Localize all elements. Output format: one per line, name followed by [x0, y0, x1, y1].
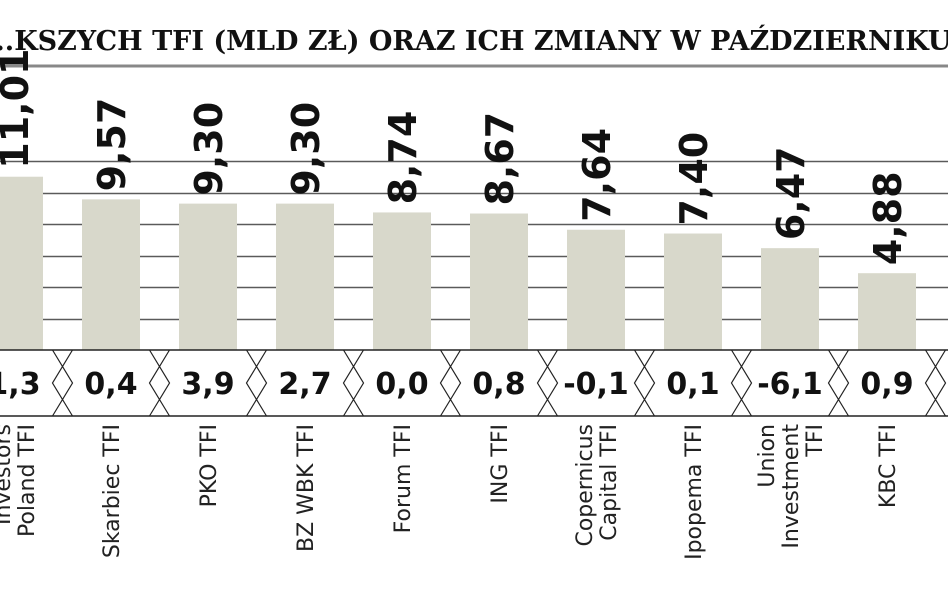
category-label: Skarbiec TFI: [100, 424, 125, 558]
chart-title: ...KSZYCH TFI (MLD ZŁ) ORAZ ICH ZMIANY W…: [0, 24, 948, 57]
bar: [470, 213, 528, 350]
category-label: Investors Poland TFI: [0, 424, 40, 537]
category-label: PKO TFI: [197, 424, 222, 507]
change-separator: [245, 349, 268, 417]
value-label: 8,74: [381, 111, 425, 205]
category-label: BZ WBK TFI: [294, 424, 319, 552]
change-separator: [245, 349, 268, 417]
change-label: 0,8: [472, 367, 525, 402]
change-separator: [730, 349, 753, 417]
change-separator: [827, 349, 850, 417]
change-label: 2,7: [278, 367, 331, 402]
category-label-line: TFI: [803, 424, 828, 458]
category-label: ING TFI: [488, 424, 513, 504]
category-label-line: Skarbiec TFI: [100, 424, 125, 558]
value-label: 7,40: [672, 132, 716, 226]
change-separator: [342, 349, 365, 417]
change-label: -0,1: [563, 367, 629, 402]
category-label-line: Investment: [779, 424, 804, 549]
chart-title-group: ...KSZYCH TFI (MLD ZŁ) ORAZ ICH ZMIANY W…: [0, 24, 948, 57]
value-label: 4,88: [866, 171, 910, 265]
category-label-line: KBC TFI: [876, 424, 901, 508]
category-label-line: PKO TFI: [197, 424, 222, 507]
change-label: 0,1: [666, 367, 719, 402]
change-separator: [148, 349, 171, 417]
category-label: Union Investment TFI: [755, 424, 828, 549]
value-labels: 11,01 9,57 9,30 9,30 8,74 8,67 7,64 7,40 6,47 4,8…: [0, 48, 910, 265]
bar: [373, 212, 431, 350]
bar: [664, 233, 722, 350]
change-separator: [633, 349, 656, 417]
change-separator: [148, 349, 171, 417]
change-separator: [51, 349, 74, 417]
category-label-line: Capital TFI: [597, 424, 622, 541]
value-label: 7,64: [575, 128, 619, 222]
value-label: 8,67: [478, 112, 522, 206]
change-separator: [536, 349, 559, 417]
change-label: 0,0: [375, 367, 428, 402]
category-label-line: ING TFI: [488, 424, 513, 504]
value-label: 9,30: [187, 102, 231, 196]
category-label-line: Copernicus: [573, 424, 598, 547]
value-label: 9,57: [90, 98, 134, 192]
change-label: -6,1: [757, 367, 823, 402]
bar: [0, 176, 43, 350]
category-label: KBC TFI: [876, 424, 901, 508]
bar: [82, 199, 140, 350]
value-label: 11,01: [0, 48, 37, 168]
category-label-line: Ipopema TFI: [682, 424, 707, 560]
category-label-line: Poland TFI: [15, 424, 40, 537]
bar: [179, 203, 237, 350]
change-separator: [51, 349, 74, 417]
change-separator: [827, 349, 850, 417]
category-label: Ipopema TFI: [682, 424, 707, 560]
change-separator: [439, 349, 462, 417]
change-separator: [730, 349, 753, 417]
category-labels: Investors Poland TFI Skarbiec TFI PKO TFI BZ…: [0, 424, 901, 560]
bar: [276, 203, 334, 350]
change-separator: [924, 349, 947, 417]
category-label-line: Forum TFI: [391, 424, 416, 533]
change-separator: [924, 349, 947, 417]
change-label: 0,9: [860, 367, 913, 402]
change-row: 1,3 0,4 3,9 2,7 0,0 0,8 -0,1 0,1 -6,1 0,9: [0, 349, 948, 417]
bar: [858, 273, 916, 350]
change-label: 3,9: [181, 367, 234, 402]
change-separator: [342, 349, 365, 417]
category-label-line: Investors: [0, 424, 16, 525]
category-label: Forum TFI: [391, 424, 416, 533]
category-label-line: BZ WBK TFI: [294, 424, 319, 552]
change-separator: [633, 349, 656, 417]
bar: [761, 248, 819, 350]
category-label: Copernicus Capital TFI: [573, 424, 622, 547]
bars: [0, 176, 916, 350]
value-label: 6,47: [769, 146, 813, 240]
change-label: 1,3: [0, 367, 41, 402]
change-label: 0,4: [84, 367, 137, 402]
value-label: 9,30: [284, 102, 328, 196]
change-separator: [439, 349, 462, 417]
change-separator: [536, 349, 559, 417]
category-label-line: Union: [755, 424, 780, 488]
bar: [567, 229, 625, 350]
